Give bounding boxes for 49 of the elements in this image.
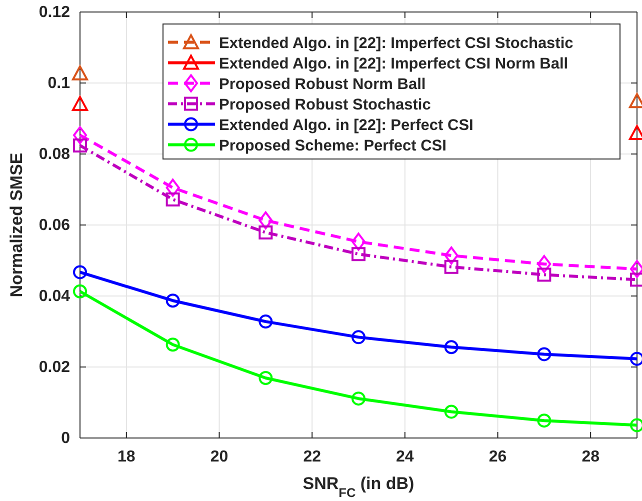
legend-label: Proposed Scheme: Perfect CSI: [219, 137, 446, 154]
point: [444, 340, 458, 354]
x-tick-label: 26: [488, 448, 507, 466]
point: [352, 247, 366, 262]
legend-label: Extended Algo. in [22]: Perfect CSI: [219, 116, 474, 134]
point: [537, 347, 552, 362]
point: [258, 225, 273, 240]
point: [258, 211, 273, 230]
point: [166, 338, 180, 352]
y-axis-title: Normalized SMSE: [7, 152, 26, 298]
point: [352, 392, 366, 406]
point: [72, 65, 88, 80]
x-tick-label: 28: [582, 448, 600, 466]
point: [166, 294, 180, 308]
point: [444, 404, 458, 419]
x-tick-label: 24: [396, 448, 414, 466]
legend-label: Extended Algo. in [22]: Imperfect CSI Norm Ball: [219, 55, 568, 72]
y-tick-label: 0.12: [38, 4, 70, 22]
point: [629, 125, 642, 140]
y-tick-label: 0: [61, 430, 70, 448]
legend-label: Proposed Robust Stochastic: [219, 96, 432, 114]
point: [73, 284, 87, 298]
legend-label: Extended Algo. in [22]: Imperfect CSI Stochastic: [219, 34, 574, 52]
point: [537, 268, 552, 282]
y-tick-label: 0.06: [38, 217, 70, 234]
point: [352, 330, 366, 344]
point: [629, 93, 642, 108]
point: [537, 414, 552, 428]
x-axis-title: SNR$_{FC}$ (in dB): [302, 474, 414, 500]
point: [166, 178, 180, 197]
point: [444, 246, 458, 265]
point: [73, 126, 87, 144]
point: [73, 138, 87, 152]
x-tick-label: 20: [210, 448, 228, 466]
point: [258, 314, 273, 329]
point: [73, 265, 87, 280]
legend-label: Proposed Robust Norm Ball: [219, 76, 426, 93]
point: [72, 96, 88, 111]
point: [352, 232, 366, 251]
y-tick-label: 0.1: [48, 75, 70, 92]
point: [537, 255, 552, 274]
y-tick-label: 0.08: [38, 146, 70, 164]
point: [444, 260, 458, 274]
x-tick-label: 18: [118, 448, 136, 466]
point: [258, 371, 273, 386]
point: [166, 192, 180, 206]
x-tick-label: 22: [303, 448, 322, 466]
y-tick-label: 0.02: [38, 359, 70, 376]
y-tick-label: 0.04: [38, 288, 70, 306]
